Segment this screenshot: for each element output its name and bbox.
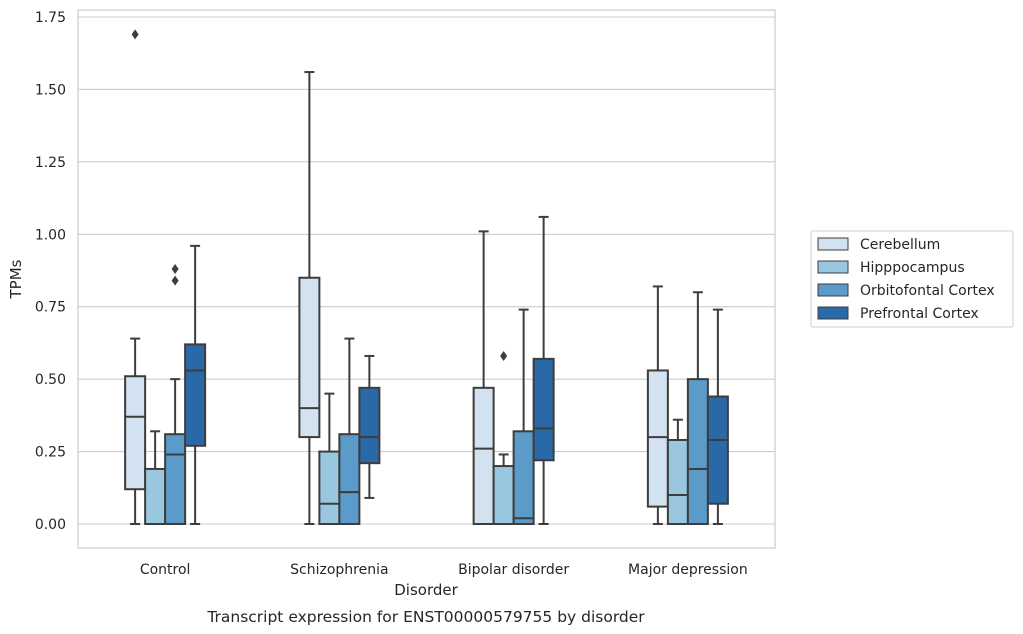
x-tick-labels: Control Schizophrenia Bipolar disorder Majo… bbox=[140, 562, 748, 578]
box-body bbox=[686, 378, 709, 525]
outlier-point bbox=[500, 350, 508, 361]
box-prefrontal-cortex bbox=[532, 215, 555, 525]
box-cerebellum bbox=[646, 285, 669, 525]
box-body bbox=[124, 375, 147, 491]
box-body bbox=[666, 438, 689, 525]
legend-swatch bbox=[817, 306, 849, 320]
box-body bbox=[184, 343, 207, 447]
box-orbitofontal-cortex bbox=[164, 264, 187, 525]
y-tick-label: 0.75 bbox=[35, 300, 66, 316]
box-body bbox=[492, 465, 515, 525]
box-body bbox=[646, 369, 669, 508]
legend-swatch bbox=[817, 260, 849, 274]
legend-label: Cerebellum bbox=[860, 237, 940, 253]
box-body bbox=[298, 276, 321, 439]
boxes bbox=[124, 29, 729, 526]
box-orbitofontal-cortex bbox=[338, 337, 361, 525]
box-body bbox=[512, 430, 535, 526]
y-tick-label: 0.00 bbox=[35, 517, 66, 533]
box-body bbox=[472, 386, 495, 525]
box-cerebellum bbox=[124, 29, 147, 525]
box-prefrontal-cortex bbox=[706, 308, 729, 525]
box-body bbox=[338, 433, 361, 525]
outlier-point bbox=[171, 275, 179, 286]
outlier-point bbox=[171, 264, 179, 275]
legend-label: Hipppocampus bbox=[860, 260, 965, 276]
y-tick-label: 1.50 bbox=[35, 82, 66, 98]
box-prefrontal-cortex bbox=[184, 244, 207, 525]
box-prefrontal-cortex bbox=[358, 354, 381, 499]
y-tick-labels: 0.00 0.25 0.50 0.75 1.00 1.25 1.50 1.75 bbox=[35, 10, 66, 533]
legend-swatch bbox=[817, 237, 849, 251]
box-orbitofontal-cortex bbox=[512, 308, 535, 526]
y-tick-label: 1.75 bbox=[35, 10, 66, 26]
legend: Cerebellum Hipppocampus Orbitofontal Corte… bbox=[810, 230, 1014, 328]
chart-title: Transcript expression for ENST0000057975… bbox=[206, 608, 645, 626]
box-body bbox=[144, 467, 167, 525]
y-tick-label: 0.25 bbox=[35, 445, 66, 461]
box-body bbox=[318, 450, 341, 526]
legend-label: Orbitofontal Cortex bbox=[860, 283, 995, 299]
box-cerebellum bbox=[472, 230, 495, 525]
legend-label: Prefrontal Cortex bbox=[860, 306, 979, 322]
outlier-point bbox=[131, 29, 139, 40]
x-tick-label: Major depression bbox=[628, 562, 748, 578]
x-tick-label: Schizophrenia bbox=[290, 562, 388, 578]
x-tick-label: Bipolar disorder bbox=[458, 562, 569, 578]
box-cerebellum bbox=[298, 71, 321, 525]
y-tick-label: 1.25 bbox=[35, 155, 66, 171]
legend-frame bbox=[810, 230, 1014, 328]
y-tick-label: 1.00 bbox=[35, 227, 66, 243]
box-body bbox=[532, 357, 555, 462]
legend-swatch bbox=[817, 283, 849, 297]
box-body bbox=[706, 395, 729, 505]
box-body bbox=[358, 386, 381, 465]
y-axis-label: TPMs bbox=[7, 259, 25, 299]
x-axis-label: Disorder bbox=[394, 581, 458, 599]
box-body bbox=[164, 433, 187, 525]
y-tick-label: 0.50 bbox=[35, 372, 66, 388]
x-tick-label: Control bbox=[140, 562, 191, 578]
box-orbitofontal-cortex bbox=[686, 291, 709, 525]
